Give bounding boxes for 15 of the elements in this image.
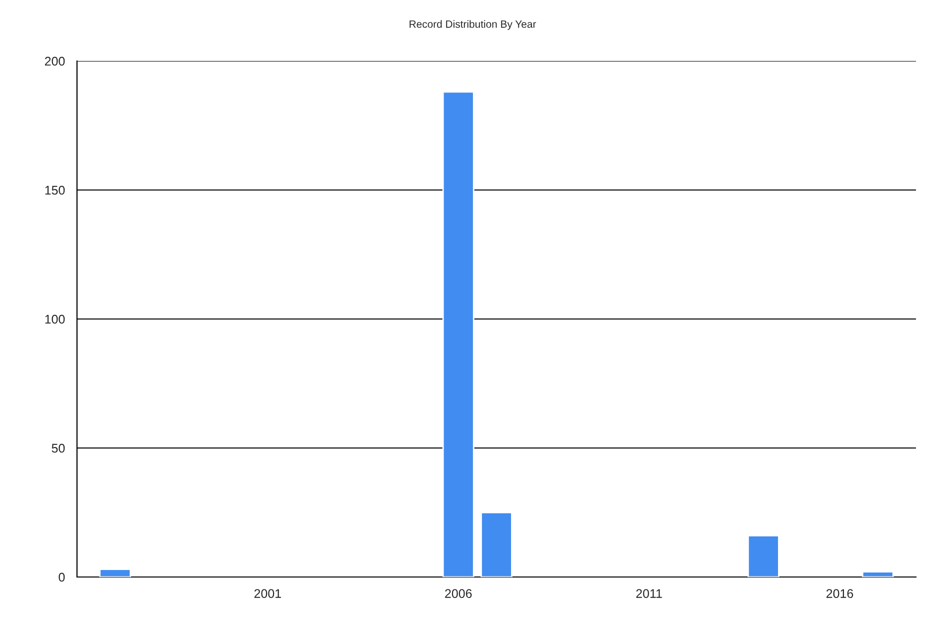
y-tick-label: 50: [52, 444, 65, 453]
y-tick-label: 100: [45, 314, 65, 324]
bar: [442, 91, 474, 577]
bar: [748, 535, 780, 577]
x-tick-label: 2001: [254, 589, 281, 598]
y-tick-label: 200: [44, 56, 65, 66]
x-tick-label: 2011: [636, 589, 662, 598]
x-tick-label: 2006: [445, 589, 472, 598]
bar: [862, 571, 894, 577]
x-tick-label: 2016: [826, 589, 854, 598]
bar: [480, 512, 512, 577]
bar: [99, 568, 132, 577]
y-tick-label: 0: [58, 572, 65, 582]
y-tick-label: 150: [45, 186, 65, 195]
chart-title: Record Distribution By Year: [410, 20, 536, 30]
